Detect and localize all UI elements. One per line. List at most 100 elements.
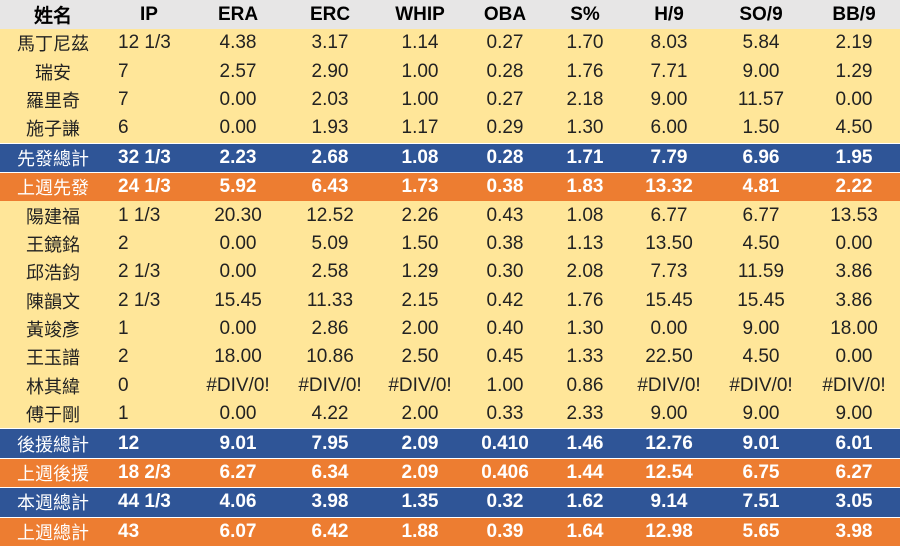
cell-so9: 7.51 xyxy=(714,487,808,518)
cell-h9: 13.32 xyxy=(624,171,714,202)
cell-erc: 6.34 xyxy=(284,457,376,488)
cell-name: 邱浩鈞 xyxy=(0,258,106,287)
cell-so9: 4.81 xyxy=(714,171,808,202)
cell-ip: 12 xyxy=(106,428,192,459)
cell-h9: 13.50 xyxy=(624,229,714,259)
cell-era: 18.00 xyxy=(192,343,284,372)
cell-oba: 0.42 xyxy=(464,286,546,315)
cell-era: 9.01 xyxy=(192,428,284,459)
cell-name: 林其緯 xyxy=(0,371,106,401)
cell-h9: 15.45 xyxy=(624,286,714,315)
cell-so9: 11.57 xyxy=(714,85,808,115)
cell-bb9: 13.53 xyxy=(808,201,900,230)
cell-erc: #DIV/0! xyxy=(284,371,376,401)
cell-ip: 7 xyxy=(106,57,192,86)
cell-bb9: 0.00 xyxy=(808,85,900,115)
cell-whip: 1.00 xyxy=(376,85,464,115)
cell-h9: 9.00 xyxy=(624,400,714,429)
cell-so9: 6.75 xyxy=(714,457,808,488)
cell-ip: 1 1/3 xyxy=(106,201,192,230)
cell-erc: 11.33 xyxy=(284,286,376,315)
cell-era: 20.30 xyxy=(192,201,284,230)
cell-oba: 0.27 xyxy=(464,29,546,58)
cell-erc: 2.68 xyxy=(284,142,376,173)
column-header-h9: H/9 xyxy=(624,0,714,29)
cell-whip: 2.09 xyxy=(376,428,464,459)
summary-row: 上週後援 18 2/3 6.27 6.34 2.09 0.406 1.44 12.54 6.75… xyxy=(0,457,900,488)
cell-oba: 0.40 xyxy=(464,314,546,344)
cell-bb9: 4.50 xyxy=(808,114,900,144)
cell-ip: 1 xyxy=(106,400,192,429)
cell-name: 陳韻文 xyxy=(0,286,106,315)
cell-ip: 32 1/3 xyxy=(106,142,192,173)
cell-bb9: 1.29 xyxy=(808,57,900,86)
cell-so9: 9.01 xyxy=(714,428,808,459)
cell-bb9: 3.86 xyxy=(808,286,900,315)
summary-row: 上週總計 43 6.07 6.42 1.88 0.39 1.64 12.98 5.65 3.98 xyxy=(0,516,900,546)
cell-erc: 3.98 xyxy=(284,487,376,518)
player-row: 陽建福 1 1/3 20.30 12.52 2.26 0.43 1.08 6.77 6.77 13… xyxy=(0,201,900,230)
cell-ip: 2 xyxy=(106,229,192,259)
column-header-erc: ERC xyxy=(284,0,376,29)
cell-whip: 2.50 xyxy=(376,343,464,372)
column-header-bb9: BB/9 xyxy=(808,0,900,29)
cell-whip: 1.35 xyxy=(376,487,464,518)
cell-name: 上週先發 xyxy=(0,171,106,202)
cell-bb9: 0.00 xyxy=(808,343,900,372)
cell-h9: 8.03 xyxy=(624,29,714,58)
cell-name: 施子謙 xyxy=(0,114,106,144)
cell-whip: 1.73 xyxy=(376,171,464,202)
cell-whip: 1.14 xyxy=(376,29,464,58)
cell-bb9: 3.05 xyxy=(808,487,900,518)
cell-oba: 0.28 xyxy=(464,142,546,173)
cell-name: 上週總計 xyxy=(0,516,106,546)
cell-bb9: #DIV/0! xyxy=(808,371,900,401)
cell-h9: #DIV/0! xyxy=(624,371,714,401)
cell-h9: 22.50 xyxy=(624,343,714,372)
summary-row: 本週總計 44 1/3 4.06 3.98 1.35 0.32 1.62 9.14 7.51 3.… xyxy=(0,487,900,518)
cell-s-pct: 2.08 xyxy=(546,258,624,287)
cell-s-pct: 2.33 xyxy=(546,400,624,429)
cell-ip: 18 2/3 xyxy=(106,457,192,488)
cell-oba: 0.27 xyxy=(464,85,546,115)
cell-s-pct: 1.33 xyxy=(546,343,624,372)
cell-oba: 0.43 xyxy=(464,201,546,230)
cell-era: 0.00 xyxy=(192,258,284,287)
cell-s-pct: 0.86 xyxy=(546,371,624,401)
cell-s-pct: 1.70 xyxy=(546,29,624,58)
cell-so9: 9.00 xyxy=(714,400,808,429)
cell-name: 王鏡銘 xyxy=(0,229,106,259)
cell-name: 馬丁尼茲 xyxy=(0,29,106,58)
cell-ip: 7 xyxy=(106,85,192,115)
cell-s-pct: 1.44 xyxy=(546,457,624,488)
cell-so9: 6.77 xyxy=(714,201,808,230)
cell-h9: 9.00 xyxy=(624,85,714,115)
cell-h9: 0.00 xyxy=(624,314,714,344)
cell-so9: 5.84 xyxy=(714,29,808,58)
cell-oba: 0.30 xyxy=(464,258,546,287)
cell-whip: 1.50 xyxy=(376,229,464,259)
player-row: 瑞安 7 2.57 2.90 1.00 0.28 1.76 7.71 9.00 1.29 xyxy=(0,57,900,86)
cell-oba: 1.00 xyxy=(464,371,546,401)
cell-s-pct: 1.46 xyxy=(546,428,624,459)
cell-era: 4.06 xyxy=(192,487,284,518)
cell-bb9: 2.22 xyxy=(808,171,900,202)
column-header-whip: WHIP xyxy=(376,0,464,29)
cell-name: 上週後援 xyxy=(0,457,106,488)
cell-erc: 2.86 xyxy=(284,314,376,344)
summary-row: 上週先發 24 1/3 5.92 6.43 1.73 0.38 1.83 13.32 4.81 2… xyxy=(0,171,900,202)
cell-s-pct: 1.08 xyxy=(546,201,624,230)
cell-s-pct: 1.83 xyxy=(546,171,624,202)
column-header-name: 姓名 xyxy=(0,0,106,29)
cell-h9: 7.71 xyxy=(624,57,714,86)
cell-bb9: 6.27 xyxy=(808,457,900,488)
cell-s-pct: 1.76 xyxy=(546,57,624,86)
cell-oba: 0.38 xyxy=(464,229,546,259)
cell-oba: 0.39 xyxy=(464,516,546,546)
summary-row: 後援總計 12 9.01 7.95 2.09 0.410 1.46 12.76 9.01 6.01 xyxy=(0,428,900,459)
cell-s-pct: 1.64 xyxy=(546,516,624,546)
cell-name: 本週總計 xyxy=(0,487,106,518)
summary-row: 先發總計 32 1/3 2.23 2.68 1.08 0.28 1.71 7.79 6.96 1.… xyxy=(0,142,900,173)
cell-ip: 0 xyxy=(106,371,192,401)
cell-so9: 1.50 xyxy=(714,114,808,144)
